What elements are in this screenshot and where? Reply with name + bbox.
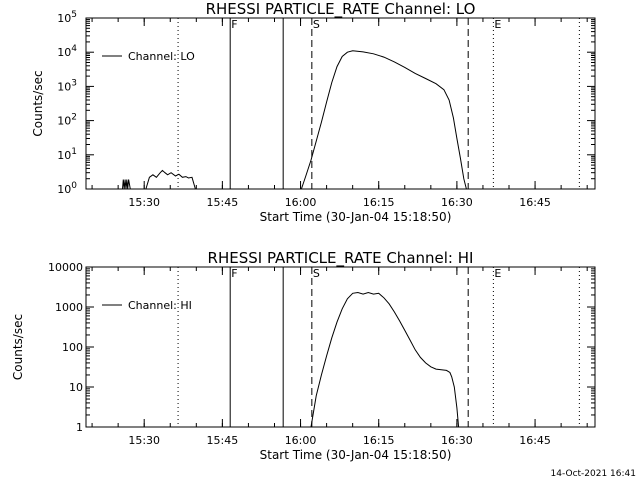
- panel-hi: RHESSI PARTICLE_RATE Channel: HIF S E 1 10 10…: [11, 249, 596, 462]
- x-tick-label: 15:45: [207, 196, 239, 209]
- series-line-1: [300, 50, 467, 190]
- x-tick-label: 16:30: [441, 196, 473, 209]
- marker-label: E: [494, 18, 501, 31]
- series-line-0: [310, 291, 460, 428]
- marker-label: F: [231, 18, 237, 31]
- x-axis-label: Start Time (30-Jan-04 15:18:50): [260, 210, 452, 224]
- y-tick-label: 101: [57, 147, 77, 162]
- x-tick-label: 16:00: [285, 434, 317, 447]
- y-tick-label: 1: [76, 421, 83, 434]
- x-tick-label: 16:45: [519, 434, 551, 447]
- x-tick-label: 16:15: [363, 196, 395, 209]
- y-tick-label: 10000: [48, 261, 83, 274]
- y-tick-label: 100: [62, 341, 83, 354]
- x-tick-label: 15:30: [128, 196, 160, 209]
- y-tick-label: 102: [57, 113, 77, 128]
- x-tick-label: 15:45: [207, 434, 239, 447]
- y-tick-label: 100: [57, 181, 77, 196]
- x-tick-label: 16:15: [363, 434, 395, 447]
- marker-label: F: [231, 267, 237, 280]
- y-tick-label: 10: [69, 381, 83, 394]
- marker-label: S: [313, 18, 320, 31]
- plot-frame: [85, 17, 596, 190]
- chart-title: RHESSI PARTICLE_RATE Channel: LO: [206, 0, 476, 19]
- chart-title: RHESSI PARTICLE_RATE Channel: HI: [208, 249, 474, 268]
- x-tick-label: 16:00: [285, 196, 317, 209]
- marker-label: E: [494, 267, 501, 280]
- y-tick-label: 1000: [55, 301, 83, 314]
- legend-label: Channel: HI: [128, 299, 192, 312]
- y-axis-label: Counts/sec: [11, 314, 25, 380]
- plot-frame: [85, 266, 596, 428]
- x-tick-label: 16:45: [519, 196, 551, 209]
- y-tick-label: 104: [57, 44, 77, 59]
- x-tick-label: 15:30: [128, 434, 160, 447]
- y-axis-label: Counts/sec: [31, 70, 45, 136]
- x-tick-label: 16:30: [441, 434, 473, 447]
- marker-label: S: [313, 267, 320, 280]
- legend-label: Channel: LO: [128, 50, 195, 63]
- x-axis-label: Start Time (30-Jan-04 15:18:50): [260, 448, 452, 462]
- y-tick-label: 103: [57, 78, 77, 93]
- y-tick-label: 105: [57, 10, 77, 25]
- panel-lo: RHESSI PARTICLE_RATE Channel: LOF S E 100 10…: [31, 0, 596, 224]
- footer-date: 14-Oct-2021 16:41: [551, 469, 636, 479]
- series-line-0: [122, 169, 196, 190]
